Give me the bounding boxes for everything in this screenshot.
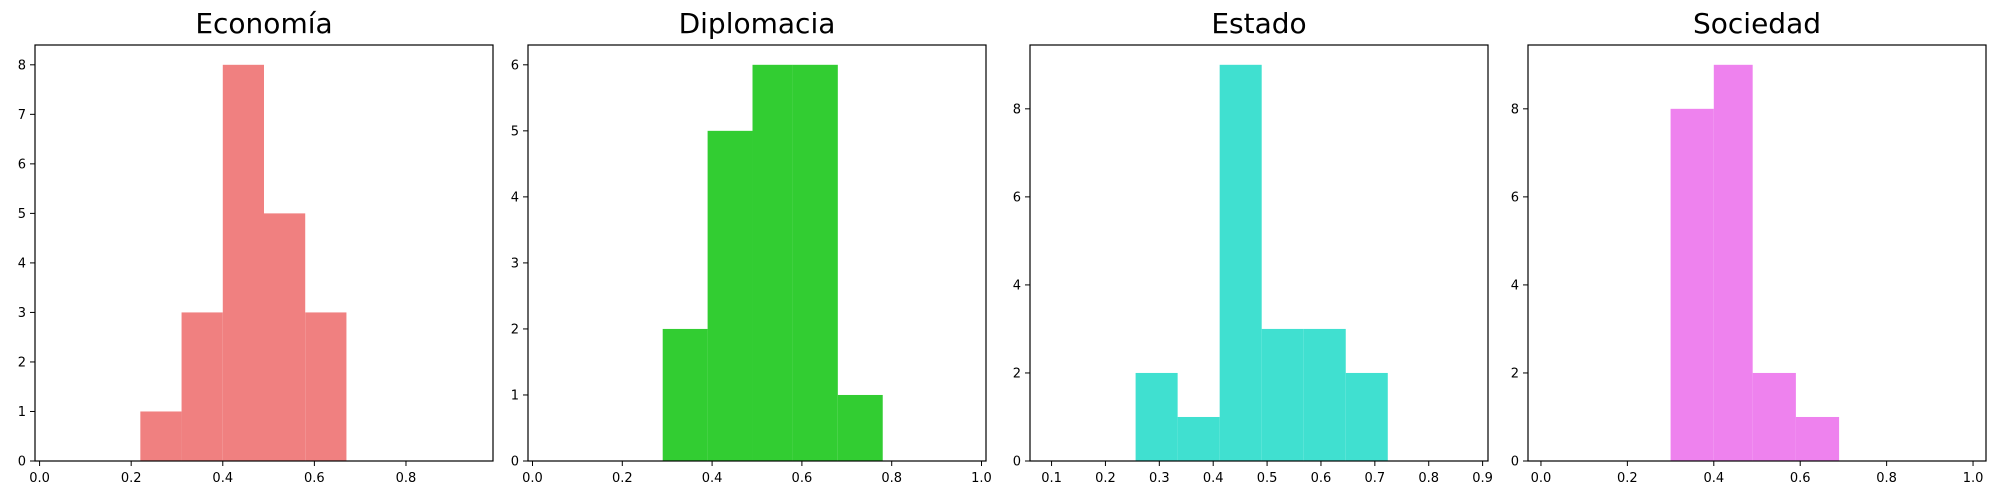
y-tick-label: 4 (511, 190, 519, 205)
x-tick-label: 1.0 (1963, 471, 1984, 486)
histogram-bar (1670, 108, 1714, 461)
histogram-bar (792, 64, 838, 462)
y-tick-label: 8 (1013, 102, 1021, 117)
y-tick-label: 5 (511, 124, 519, 139)
y-tick-label: 0 (1013, 455, 1021, 470)
y-tick-label: 8 (1511, 102, 1519, 117)
y-tick-label: 8 (18, 58, 26, 73)
panel-title: Estado (1211, 7, 1306, 40)
y-tick-label: 4 (18, 256, 26, 271)
histogram-bar (707, 130, 753, 461)
histogram-bar (264, 213, 306, 461)
x-tick-label: 0.6 (792, 471, 813, 486)
histogram-bar (222, 64, 264, 462)
y-tick-label: 4 (1511, 278, 1519, 293)
y-tick-label: 7 (18, 108, 26, 123)
y-tick-label: 6 (18, 157, 26, 172)
axes-frame (34, 44, 494, 462)
y-tick-label: 5 (18, 207, 26, 222)
panel-title: Economía (195, 7, 332, 40)
x-tick-label: 0.9 (1472, 471, 1493, 486)
histogram-bar (305, 312, 347, 461)
x-tick-label: 0.5 (1257, 471, 1278, 486)
histogram-bar (1752, 372, 1796, 461)
x-tick-label: 0.2 (121, 471, 142, 486)
y-tick-label: 2 (1013, 366, 1021, 381)
axes-frame (527, 44, 987, 462)
histogram-bar (1345, 372, 1388, 461)
y-tick-label: 0 (1511, 455, 1519, 470)
panel-title: Diplomacia (679, 7, 836, 40)
y-tick-label: 6 (1511, 190, 1519, 205)
x-tick-label: 0.4 (1703, 471, 1724, 486)
histogram-bar (1219, 64, 1262, 462)
histogram-bar (1713, 64, 1753, 462)
x-tick-label: 0.6 (1311, 471, 1332, 486)
x-tick-label: 0.8 (881, 471, 902, 486)
histogram-bar (1177, 416, 1220, 461)
y-tick-label: 0 (511, 455, 519, 470)
x-tick-label: 0.7 (1365, 471, 1386, 486)
histogram-bar (837, 394, 883, 461)
y-tick-label: 2 (18, 355, 26, 370)
panel-title: Sociedad (1693, 7, 1821, 40)
panel-4: Sociedad 0.0 0.2 0.4 0.6 0.8 1.0 0 2 4 6 8 (1511, 7, 1987, 486)
x-tick-label: 0.4 (1203, 471, 1224, 486)
x-tick-label: 0.4 (702, 471, 723, 486)
y-tick-label: 3 (18, 306, 26, 321)
y-tick-label: 1 (511, 388, 519, 403)
x-tick-label: 0.4 (212, 471, 233, 486)
y-tick-label: 6 (511, 58, 519, 73)
x-tick-label: 0.6 (304, 471, 325, 486)
panel-1: Economía 0.0 0.2 0.4 0.6 0.8 0 1 2 3 4 5 6 7 8 (18, 7, 494, 486)
x-tick-label: 0.8 (396, 471, 417, 486)
x-tick-label: 0.3 (1149, 471, 1170, 486)
histogram-bar (752, 64, 793, 462)
y-tick-label: 4 (1013, 278, 1021, 293)
histogram-bar (140, 411, 182, 461)
y-tick-label: 6 (1013, 190, 1021, 205)
y-tick-label: 1 (18, 405, 26, 420)
x-tick-label: 0.2 (612, 471, 633, 486)
x-tick-label: 0.8 (1876, 471, 1897, 486)
histogram-bar (1303, 328, 1346, 461)
y-tick-label: 2 (511, 322, 519, 337)
x-tick-label: 0.1 (1041, 471, 1062, 486)
y-tick-label: 0 (18, 455, 26, 470)
y-tick-label: 2 (1511, 366, 1519, 381)
x-tick-label: 0.0 (1531, 471, 1552, 486)
x-tick-label: 1.0 (971, 471, 992, 486)
histogram-bar (1135, 372, 1178, 461)
histogram-bar (1261, 328, 1304, 461)
histogram-bar (181, 312, 223, 461)
histogram-bar (662, 328, 708, 461)
panel-2: Diplomacia 0.0 0.2 0.4 0.6 0.8 1.0 0 1 2 3 4 5 6 (511, 7, 992, 486)
axes-frame (1029, 44, 1489, 462)
x-tick-label: 0.8 (1418, 471, 1439, 486)
panel-3: Estado 0.1 0.2 0.3 0.4 0.5 0.6 0.7 0.8 0.9 0 2 4 6 8 (1013, 7, 1493, 486)
axes-frame (1527, 44, 1987, 462)
y-tick-label: 3 (511, 256, 519, 271)
x-tick-label: 0.0 (29, 471, 50, 486)
x-tick-label: 0.0 (522, 471, 543, 486)
histogram-bar (1795, 416, 1840, 461)
x-tick-label: 0.6 (1790, 471, 1811, 486)
x-tick-label: 0.2 (1617, 471, 1638, 486)
x-tick-label: 0.2 (1095, 471, 1116, 486)
